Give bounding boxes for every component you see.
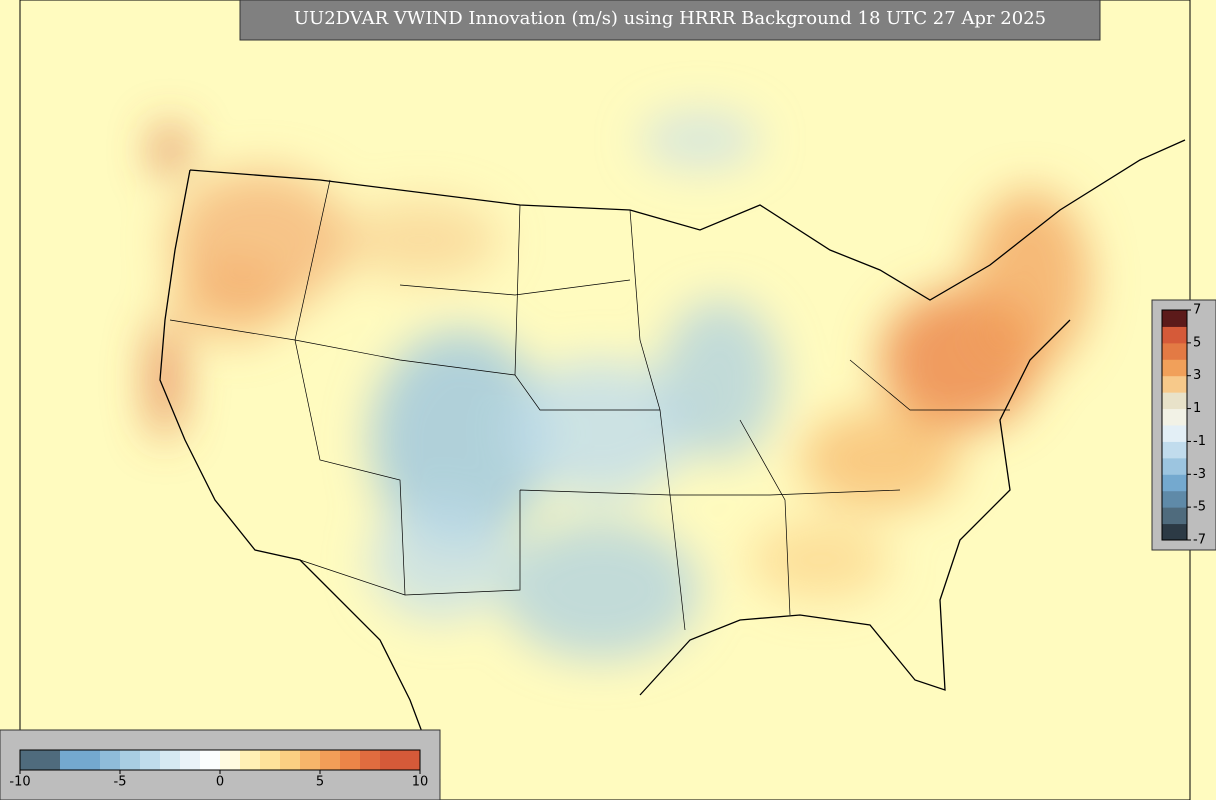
title: UU2DVAR VWIND Innovation (m/s) using HRR… [294,8,1046,29]
color-segment [1162,408,1187,426]
color-segment [1162,310,1187,327]
tick-label: 5 [316,775,324,790]
color-segment [400,750,421,770]
color-segment [1162,441,1187,459]
tick-label: -5 [1193,500,1206,515]
color-segment [140,750,161,770]
title-box [239,0,1101,41]
color-segment [1162,490,1187,508]
tick-label: 7 [1193,303,1201,318]
tick-label: -3 [1193,467,1206,482]
tick-label: 3 [1193,368,1201,383]
tick-label: -1 [1193,434,1206,449]
color-segment [1162,326,1187,344]
color-segment [260,750,281,770]
color-segment [200,750,221,770]
color-segment [380,750,401,770]
tick-label: -5 [114,775,127,790]
color-segment [360,750,381,770]
color-segment [300,750,321,770]
tick-label: 0 [216,775,224,790]
color-segment [40,750,61,770]
colorbar-right: 7 5 3 1 -1 -3 -5 -7 [1161,303,1206,548]
color-segment [20,750,41,770]
tick-label: 5 [1193,335,1201,350]
color-segment [1162,392,1187,410]
color-segment [320,750,341,770]
color-segment [80,750,101,770]
tick-label: -7 [1193,533,1206,548]
colorbar-outline [1161,309,1188,541]
color-segment [180,750,201,770]
color-segment [1162,425,1187,442]
tick-label: 10 [412,775,429,790]
tick-label: -10 [9,775,30,790]
tick-label: 1 [1193,401,1201,416]
color-segment [220,750,241,770]
color-segment [1162,342,1187,360]
color-segment [1162,457,1187,475]
color-segment [240,750,261,770]
color-segment [1162,507,1187,525]
color-segment [1162,359,1187,377]
field-shading [150,110,1090,660]
color-segment [160,750,181,770]
color-segment [1162,474,1187,492]
color-segment [340,750,361,770]
color-segment [280,750,301,770]
color-segment [1162,523,1187,541]
color-segment [120,750,141,770]
colorbar-bottom: -10 -5 0 5 10 [9,749,429,790]
color-segment [60,750,81,770]
color-segment [100,750,121,770]
color-segment [1162,375,1187,393]
state-lines [169,179,1010,631]
